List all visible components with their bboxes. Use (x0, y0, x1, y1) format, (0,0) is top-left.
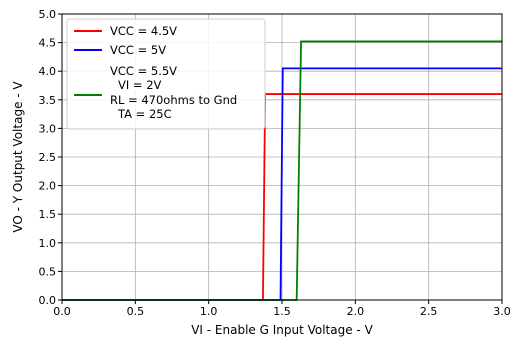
y-tick-label: 2.0 (39, 180, 57, 193)
x-tick-label: 0.5 (127, 305, 145, 318)
y-tick-label: 5.0 (39, 8, 57, 21)
x-axis-label: VI - Enable G Input Voltage - V (191, 323, 373, 337)
legend: VCC = 4.5V VCC = 5V VCC = 5.5V VI = 2V R… (66, 18, 266, 130)
y-tick-label: 4.0 (39, 65, 57, 78)
legend-note-ta: TA = 25C (117, 107, 172, 121)
x-tick-label: 1.5 (273, 305, 291, 318)
y-tick-label: 2.5 (39, 151, 57, 164)
y-tick-label: 0.5 (39, 265, 57, 278)
y-tick-label: 0.0 (39, 294, 57, 307)
axis-ticks: 0.0 0.5 1.0 1.5 2.0 2.5 3.0 0.0 0.5 1.0 1.5 2.0 2.5 3… (39, 8, 511, 318)
y-tick-label: 3.5 (39, 94, 57, 107)
y-axis-label: VO - Y Output Voltage - V (11, 81, 25, 233)
y-tick-label: 1.0 (39, 237, 57, 250)
legend-note-rl: RL = 470ohms to Gnd (110, 93, 237, 107)
x-tick-label: 0.0 (53, 305, 71, 318)
legend-box (66, 18, 266, 130)
y-tick-label: 1.5 (39, 208, 57, 221)
y-tick-label: 4.5 (39, 37, 57, 50)
x-tick-label: 2.5 (420, 305, 438, 318)
legend-entry-vcc-5-5: VCC = 5.5V (110, 64, 177, 78)
legend-entry-vcc-4-5: VCC = 4.5V (110, 24, 177, 38)
legend-note-vi: VI = 2V (118, 78, 162, 92)
y-tick-label: 3.0 (39, 122, 57, 135)
x-tick-label: 1.0 (200, 305, 218, 318)
x-tick-label: 2.0 (347, 305, 365, 318)
legend-entry-vcc-5: VCC = 5V (110, 43, 166, 57)
x-tick-label: 3.0 (493, 305, 511, 318)
